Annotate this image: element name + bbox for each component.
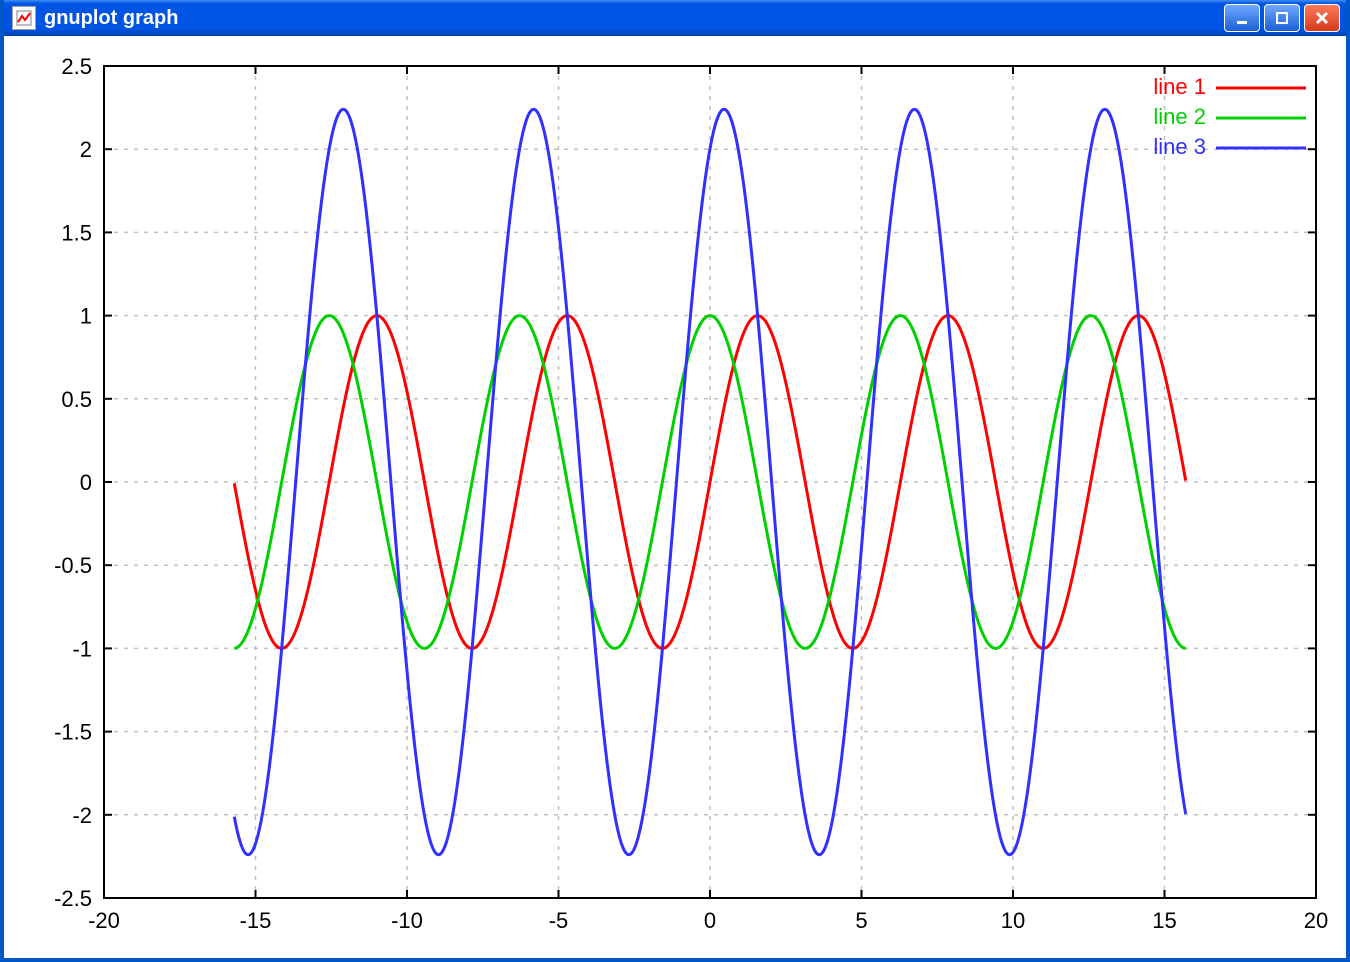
window-title: gnuplot graph [44, 7, 178, 30]
legend-label: line 2 [1153, 104, 1206, 129]
x-tick-label: 0 [704, 908, 716, 933]
y-tick-label: 2.5 [61, 54, 92, 79]
x-tick-label: 20 [1304, 908, 1328, 933]
y-tick-label: -2.5 [54, 886, 92, 911]
y-tick-label: 0.5 [61, 387, 92, 412]
titlebar[interactable]: gnuplot graph [4, 0, 1346, 36]
minimize-icon [1234, 10, 1250, 26]
maximize-icon [1274, 10, 1290, 26]
minimize-button[interactable] [1224, 4, 1260, 32]
y-tick-label: -1 [72, 636, 92, 661]
x-tick-label: 15 [1152, 908, 1176, 933]
x-tick-label: -5 [549, 908, 569, 933]
app-window: gnuplot graph -20-15-10-505101520- [0, 0, 1350, 962]
x-tick-label: -15 [240, 908, 272, 933]
app-icon [12, 6, 36, 30]
y-tick-label: 2 [80, 137, 92, 162]
close-button[interactable] [1304, 4, 1340, 32]
x-tick-label: 5 [855, 908, 867, 933]
legend-label: line 1 [1153, 74, 1206, 99]
x-tick-label: -20 [88, 908, 120, 933]
window-buttons [1224, 4, 1346, 32]
y-tick-label: -1.5 [54, 720, 92, 745]
close-icon [1314, 10, 1330, 26]
y-tick-label: -2 [72, 803, 92, 828]
y-tick-label: 0 [80, 470, 92, 495]
y-tick-label: 1 [80, 304, 92, 329]
legend-label: line 3 [1153, 134, 1206, 159]
y-tick-label: -0.5 [54, 553, 92, 578]
chart-area: -20 -15 -10 -5 0 5 10 15 20 -2.5 -2 -1.5 -1 -0.5 0 0.5 1… [4, 36, 1346, 958]
maximize-button[interactable] [1264, 4, 1300, 32]
x-tick-label: 10 [1001, 908, 1025, 933]
chart-svg: -20 -15 -10 -5 0 5 10 15 20 -2.5 -2 -1.5 -1 -0.5 0 0.5 1… [4, 36, 1346, 958]
y-tick-label: 1.5 [61, 220, 92, 245]
x-tick-label: -10 [391, 908, 423, 933]
